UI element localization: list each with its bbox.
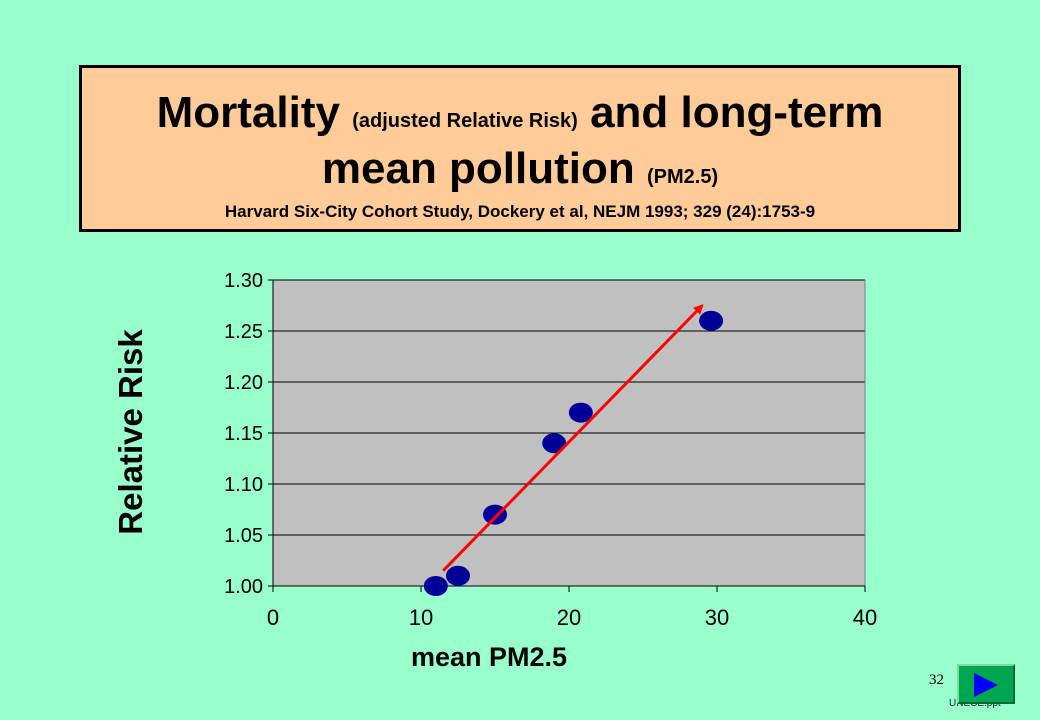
title-pm25: (PM2.5) [647,166,719,188]
data-point-4 [568,402,593,423]
y-tick-label-2: 1.10 [224,474,263,496]
y-tick-label-3: 1.15 [224,423,263,445]
title-line-1: Mortality (adjusted Relative Risk) and l… [82,88,958,146]
y-tick-label-1: 1.05 [224,525,263,547]
y-tick-label-0: 1.00 [224,576,263,598]
y-tick-label-6: 1.30 [224,270,263,292]
next-slide-button[interactable] [957,664,1015,704]
data-point-1 [446,565,470,586]
slide-number: 32 [929,672,944,688]
x-tick-label-4: 40 [853,605,877,630]
title-box: Mortality (adjusted Relative Risk) and l… [79,65,961,232]
x-tick-label-2: 20 [557,605,581,630]
title-long-term: and long-term [590,88,884,137]
x-tick-label-0: 0 [267,605,279,630]
title-line-2: mean pollution (PM2.5) [82,144,958,202]
y-tick-label-4: 1.20 [224,372,263,394]
y-tick-label-5: 1.25 [224,321,263,343]
data-point-3 [542,433,567,454]
y-axis-label: Relative Risk [112,329,149,535]
x-axis-label: mean PM2.5 [411,642,568,672]
data-point-0 [423,576,448,596]
title-mortality: Mortality [156,88,340,137]
data-point-5 [699,310,724,331]
title-citation: Harvard Six-City Cohort Study, Dockery e… [224,202,816,221]
trend-arrow [442,304,704,572]
x-tick-label-1: 10 [409,605,433,630]
title-adjusted-rr: (adjusted Relative Risk) [352,110,578,132]
x-tick-label-3: 30 [705,605,729,630]
play-icon [974,673,998,697]
title-mean-pollution: mean pollution [321,144,635,193]
